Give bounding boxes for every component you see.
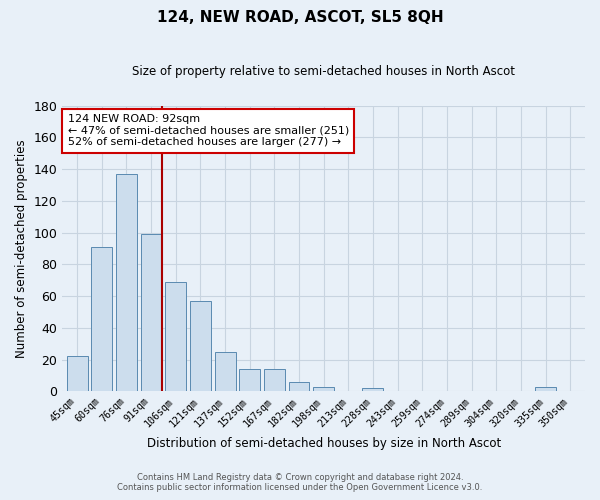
Bar [362, 388, 383, 392]
X-axis label: Distribution of semi-detached houses by size in North Ascot: Distribution of semi-detached houses by … [146, 437, 501, 450]
Text: Contains HM Land Registry data © Crown copyright and database right 2024.
Contai: Contains HM Land Registry data © Crown c… [118, 473, 482, 492]
Bar [215, 352, 236, 392]
Bar [239, 369, 260, 392]
Bar [289, 382, 310, 392]
Bar [67, 356, 88, 392]
Text: 124 NEW ROAD: 92sqm
← 47% of semi-detached houses are smaller (251)
52% of semi-: 124 NEW ROAD: 92sqm ← 47% of semi-detach… [68, 114, 349, 148]
Bar [313, 386, 334, 392]
Title: Size of property relative to semi-detached houses in North Ascot: Size of property relative to semi-detach… [132, 65, 515, 78]
Y-axis label: Number of semi-detached properties: Number of semi-detached properties [15, 139, 28, 358]
Text: 124, NEW ROAD, ASCOT, SL5 8QH: 124, NEW ROAD, ASCOT, SL5 8QH [157, 10, 443, 25]
Bar [91, 247, 112, 392]
Bar [116, 174, 137, 392]
Bar [535, 386, 556, 392]
Bar [165, 282, 186, 392]
Bar [140, 234, 161, 392]
Bar [190, 301, 211, 392]
Bar [264, 369, 285, 392]
